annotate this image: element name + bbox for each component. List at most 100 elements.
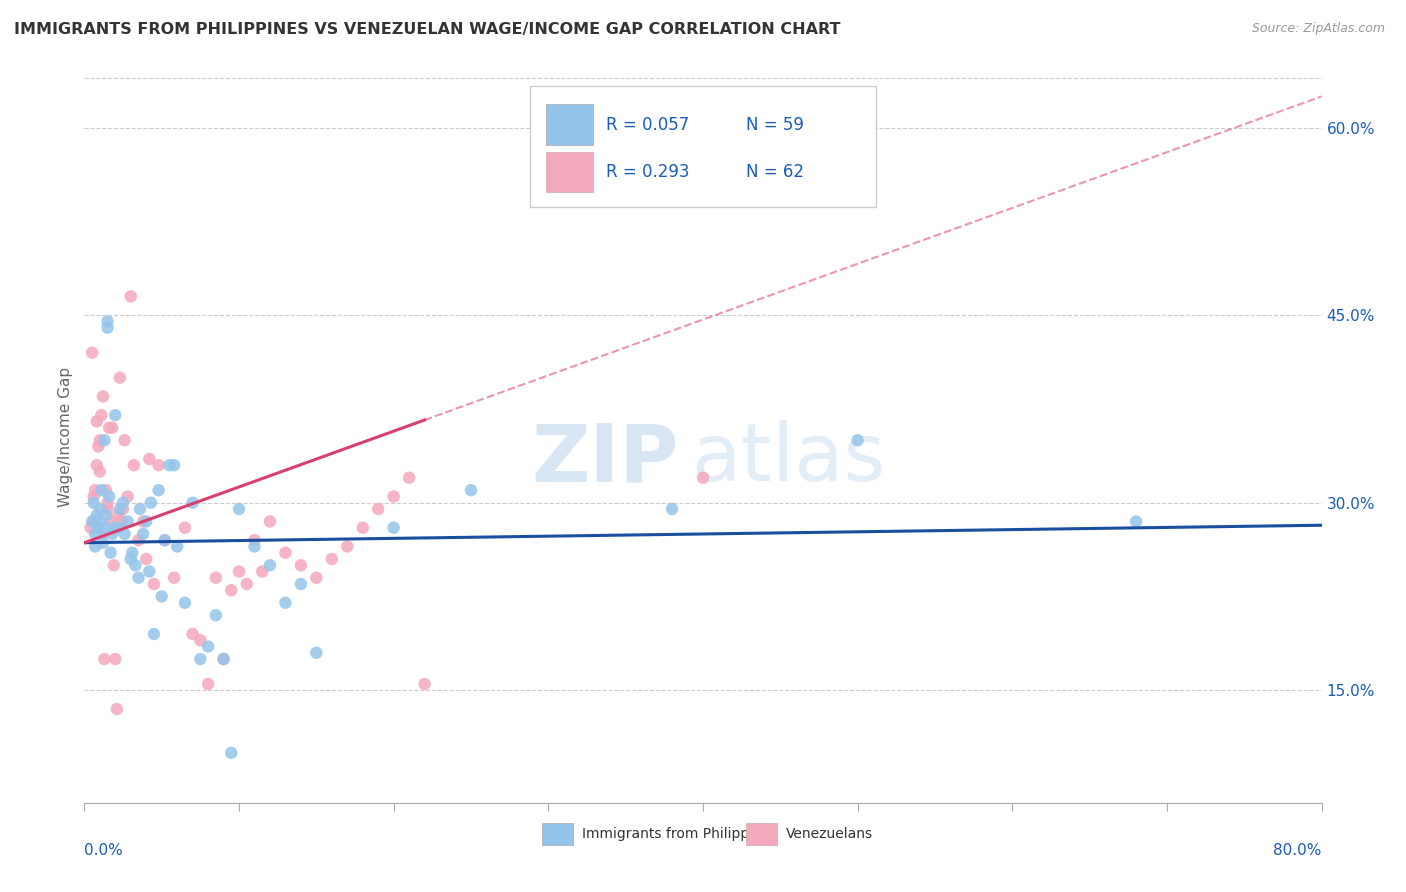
Point xyxy=(129,502,152,516)
Point xyxy=(132,515,155,529)
Point xyxy=(91,535,114,549)
FancyBboxPatch shape xyxy=(543,823,574,846)
Point xyxy=(120,289,142,303)
Point xyxy=(143,627,166,641)
Text: 80.0%: 80.0% xyxy=(1274,843,1322,858)
Text: R = 0.057: R = 0.057 xyxy=(606,116,690,134)
Point xyxy=(93,521,115,535)
Point xyxy=(352,521,374,535)
Point xyxy=(367,502,389,516)
Point xyxy=(228,502,250,516)
Point xyxy=(96,314,118,328)
Text: Immigrants from Philippines: Immigrants from Philippines xyxy=(582,827,778,841)
Point xyxy=(382,490,405,504)
Point xyxy=(105,702,128,716)
Point xyxy=(153,533,176,548)
Point xyxy=(174,596,197,610)
Point xyxy=(122,458,145,473)
Point xyxy=(83,515,105,529)
Point xyxy=(212,652,235,666)
Point xyxy=(305,571,328,585)
Point xyxy=(127,533,149,548)
Point xyxy=(181,627,204,641)
Point xyxy=(96,320,118,334)
Point xyxy=(90,483,112,498)
Point xyxy=(120,552,142,566)
Point xyxy=(82,515,104,529)
Point xyxy=(460,483,482,498)
Point xyxy=(661,502,683,516)
Text: N = 59: N = 59 xyxy=(747,116,804,134)
Point xyxy=(290,558,312,573)
Point xyxy=(205,571,228,585)
Point xyxy=(692,471,714,485)
Point xyxy=(83,490,105,504)
Point xyxy=(138,565,160,579)
Point xyxy=(87,440,110,454)
Point xyxy=(90,408,112,422)
Point xyxy=(89,465,111,479)
Point xyxy=(96,502,118,516)
Point xyxy=(321,552,343,566)
FancyBboxPatch shape xyxy=(546,152,593,192)
Point xyxy=(138,452,160,467)
Point xyxy=(93,434,115,448)
Text: atlas: atlas xyxy=(690,420,884,498)
Text: Source: ZipAtlas.com: Source: ZipAtlas.com xyxy=(1251,22,1385,36)
Point xyxy=(96,496,118,510)
Text: IMMIGRANTS FROM PHILIPPINES VS VENEZUELAN WAGE/INCOME GAP CORRELATION CHART: IMMIGRANTS FROM PHILIPPINES VS VENEZUELA… xyxy=(14,22,841,37)
Text: R = 0.293: R = 0.293 xyxy=(606,163,690,181)
Point xyxy=(86,414,108,428)
Point xyxy=(243,540,266,554)
Point xyxy=(110,515,132,529)
Point xyxy=(250,565,273,579)
Text: Venezuelans: Venezuelans xyxy=(786,827,873,841)
Point xyxy=(89,434,111,448)
Point xyxy=(91,527,114,541)
FancyBboxPatch shape xyxy=(747,823,778,846)
Point xyxy=(135,552,157,566)
Point xyxy=(150,590,173,604)
Point xyxy=(121,546,143,560)
Point xyxy=(243,533,266,548)
Point xyxy=(132,527,155,541)
Point xyxy=(228,565,250,579)
Point xyxy=(101,420,124,434)
Point xyxy=(87,521,110,535)
Point xyxy=(143,577,166,591)
Point xyxy=(174,521,197,535)
Point xyxy=(205,608,228,623)
Point xyxy=(107,508,129,523)
Point xyxy=(83,496,105,510)
Point xyxy=(101,527,124,541)
Point xyxy=(159,458,180,473)
Point xyxy=(1125,515,1147,529)
Point xyxy=(413,677,436,691)
Point xyxy=(212,652,235,666)
Point xyxy=(336,540,359,554)
Point xyxy=(219,746,242,760)
Point xyxy=(86,458,108,473)
FancyBboxPatch shape xyxy=(546,104,593,145)
Point xyxy=(107,521,129,535)
Point xyxy=(108,502,131,516)
Point xyxy=(188,652,211,666)
Point xyxy=(139,496,162,510)
Point xyxy=(117,490,139,504)
Point xyxy=(127,571,149,585)
Text: ZIP: ZIP xyxy=(531,420,678,498)
Text: N = 62: N = 62 xyxy=(747,163,804,181)
Point xyxy=(197,640,219,654)
Point xyxy=(274,546,297,560)
Point xyxy=(93,652,115,666)
Point xyxy=(108,370,131,384)
Point xyxy=(290,577,312,591)
Point xyxy=(100,515,122,529)
Point xyxy=(91,389,114,403)
Point xyxy=(148,483,170,498)
Point xyxy=(104,408,127,422)
Point xyxy=(94,508,117,523)
Point xyxy=(84,540,107,554)
Point xyxy=(197,677,219,691)
FancyBboxPatch shape xyxy=(530,86,876,207)
